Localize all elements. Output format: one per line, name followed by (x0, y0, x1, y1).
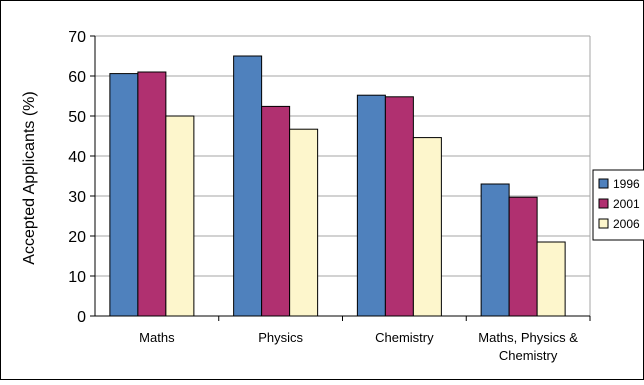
x-tick-label: Chemistry (375, 330, 434, 345)
legend-label: 2006 (613, 217, 640, 231)
y-tick-label: 20 (68, 229, 86, 246)
y-tick-label: 40 (68, 149, 86, 166)
bar-1996-1 (233, 55, 263, 317)
bar-2001-0 (137, 71, 167, 317)
bar-2006-2 (412, 137, 442, 317)
y-tick-label: 50 (68, 109, 86, 126)
bar-2001-3 (508, 196, 538, 317)
x-tick-label: Maths, Physics & Chemistry (478, 330, 578, 363)
y-axis-label: Accepted Applicants (%) (21, 91, 38, 264)
x-tick-label: Maths (139, 330, 175, 345)
bar-2006-0 (165, 115, 195, 317)
legend-swatch (598, 218, 609, 229)
legend-label: 2001 (613, 197, 640, 211)
bar-1996-2 (356, 94, 386, 317)
bar-2006-1 (289, 128, 319, 317)
legend-swatch (598, 198, 609, 209)
y-tick-label: 10 (68, 269, 86, 286)
bar-2006-3 (536, 241, 566, 317)
legend: 1996 2001 2006 (592, 169, 644, 241)
legend-swatch (598, 178, 609, 189)
bar-2001-2 (384, 96, 414, 317)
bar-1996-0 (109, 73, 139, 317)
y-tick-label: 30 (68, 189, 86, 206)
y-tick-label: 0 (77, 309, 86, 326)
bar-2001-1 (261, 105, 291, 317)
y-tick-label: 70 (68, 29, 86, 46)
axes: 0 10 20 30 40 50 60 70 Maths Physics Chemistry Math… (68, 29, 591, 363)
legend-label: 1996 (613, 177, 640, 191)
bar-1996-3 (480, 183, 510, 317)
y-tick-label: 60 (68, 69, 86, 86)
bars (109, 55, 566, 317)
x-tick-label: Physics (258, 330, 303, 345)
